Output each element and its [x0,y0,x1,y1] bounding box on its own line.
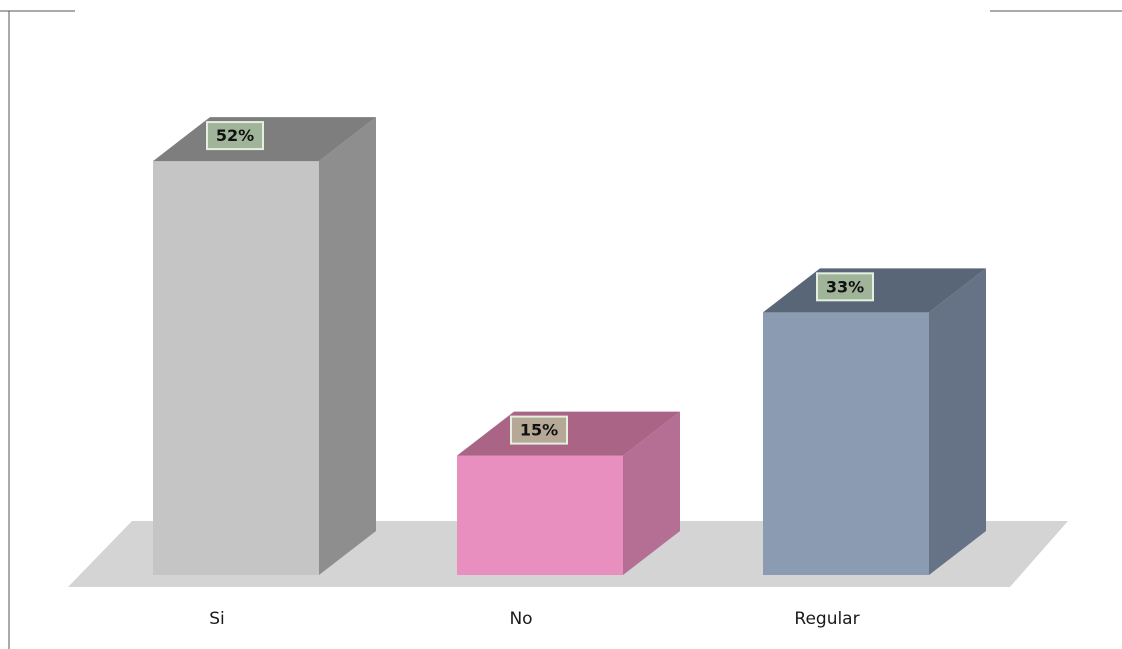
frame-lines [0,10,1122,649]
data-label-regular: 33% [826,277,864,296]
bar-front-no [457,455,623,575]
data-label-box-si [206,121,264,151]
bars: 52% 15% 33% [153,117,986,575]
bar-side-no [623,411,680,575]
category-label-regular: Regular [794,609,859,629]
bar-si: 52% [153,117,376,575]
bar-front-si [153,161,319,575]
bar-side-regular [929,268,986,575]
bar-regular: 33% [763,268,986,575]
data-label-si: 52% [216,126,254,145]
data-label-no: 15% [520,421,558,440]
category-label-no: No [509,609,532,629]
data-label-box-regular [816,272,874,302]
category-labels: Si No Regular [209,609,859,629]
bar-no: 15% [457,411,680,575]
data-label-box-no [510,415,568,445]
bar-side-si [319,117,376,575]
bar-front-regular [763,312,929,575]
category-label-si: Si [209,609,225,629]
